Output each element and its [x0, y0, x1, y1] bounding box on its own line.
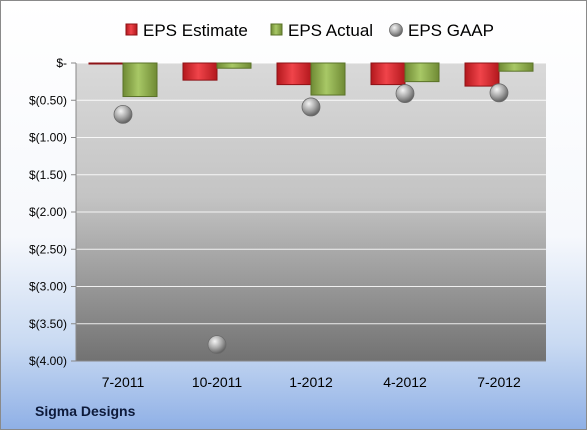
eps-actual-bar	[310, 62, 346, 96]
eps-gaap-point	[395, 84, 415, 103]
legend-eps-gaap-label: EPS GAAP	[408, 21, 494, 40]
eps-gaap-point	[301, 97, 321, 117]
y-tick-label: $(4.00)	[29, 354, 67, 368]
y-tick-label: $-	[56, 56, 67, 70]
eps-estimate-bar	[464, 62, 500, 87]
eps-gaap-point	[489, 83, 509, 103]
eps-actual-bar	[122, 62, 158, 98]
x-tick-label: 1-2012	[289, 374, 333, 390]
y-tick-label: $(0.50)	[29, 93, 67, 107]
y-tick-label: $(3.00)	[29, 280, 67, 294]
x-tick-label: 10-2011	[192, 374, 243, 390]
legend-eps-actual-swatch	[270, 23, 283, 36]
eps-estimate-bar	[88, 62, 124, 65]
legend-eps-estimate-label: EPS Estimate	[143, 21, 248, 40]
eps-estimate-bar	[276, 62, 312, 86]
y-tick-label: $(2.00)	[29, 205, 67, 219]
eps-estimate-bar	[370, 62, 406, 86]
eps-estimate-bar	[182, 62, 218, 81]
legend-eps-actual-label: EPS Actual	[288, 21, 373, 40]
y-tick-label: $(1.00)	[29, 131, 67, 145]
eps-gaap-point	[113, 105, 133, 124]
legend-eps-estimate-swatch	[125, 23, 138, 36]
eps-gaap-point	[207, 335, 227, 355]
company-label: Sigma Designs	[35, 403, 136, 419]
eps-actual-bar	[216, 62, 252, 69]
y-tick-label: $(1.50)	[29, 168, 67, 182]
eps-actual-bar	[404, 62, 440, 83]
x-tick-label: 7-2011	[102, 374, 145, 390]
y-tick-label: $(3.50)	[29, 317, 67, 331]
eps-actual-bar	[498, 62, 534, 72]
x-tick-label: 7-2012	[477, 374, 521, 390]
x-tick-label: 4-2012	[383, 374, 427, 390]
legend-eps-gaap-swatch	[389, 23, 403, 37]
y-tick-label: $(2.50)	[29, 242, 67, 256]
